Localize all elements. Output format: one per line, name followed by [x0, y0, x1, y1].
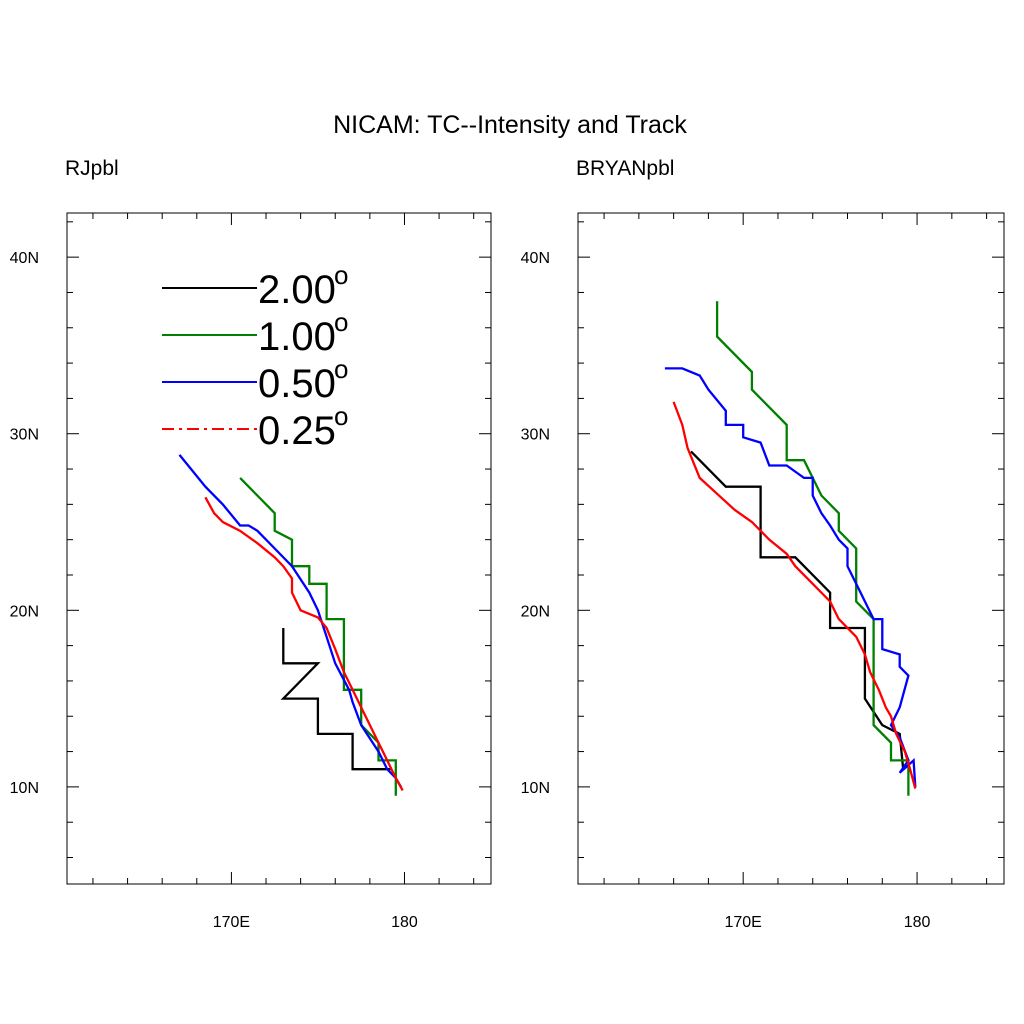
series-line-0-25: [204, 496, 404, 791]
y-tick-label: 30N: [10, 427, 39, 444]
panels: RJpbl 170E 180 10N 20N 30N 40N BRYANpbl 170E 180 1…: [10, 157, 1005, 931]
series-line-1-00: [239, 477, 397, 796]
legend-degree-superscript: o: [334, 307, 348, 337]
series-line-0-50: [178, 454, 402, 788]
x-tick-label: 170E: [213, 914, 250, 931]
legend-degree-superscript: o: [334, 401, 348, 431]
y-tick-label: 40N: [10, 250, 39, 267]
series-line-0-50: [664, 367, 917, 787]
y-tick-label: 20N: [10, 603, 39, 620]
legend-item: 1.00o: [162, 307, 348, 359]
legend-degree-superscript: o: [334, 260, 348, 290]
y-tick-label: 10N: [10, 780, 39, 797]
legend-item: 0.25o: [162, 401, 348, 453]
y-tick-label: 40N: [521, 250, 550, 267]
legend-item: 0.50o: [162, 354, 348, 406]
legend-label: 0.25: [258, 409, 336, 453]
plot-frame: [577, 212, 1005, 885]
legend-label: 1.00: [258, 315, 336, 359]
figure-title: NICAM: TC--Intensity and Track: [333, 111, 687, 139]
y-tick-label: 30N: [521, 427, 550, 444]
panel-title: BRYANpbl: [576, 157, 674, 180]
legend-item: 2.00o: [162, 260, 348, 312]
legend-label: 0.50: [258, 362, 336, 406]
series-line-2-00: [690, 450, 905, 770]
x-tick-label: 170E: [724, 914, 761, 931]
panel-1: RJpbl 170E 180 10N 20N 30N 40N: [10, 157, 492, 931]
x-tick-label: 180: [391, 914, 418, 931]
y-tick-label: 20N: [521, 603, 550, 620]
series-line-1-00: [715, 301, 910, 796]
panel-title: RJpbl: [65, 157, 119, 180]
plot-frame: [66, 212, 492, 885]
series-line-2-00: [280, 628, 391, 771]
panel-2: BRYANpbl 170E 180 10N 20N 30N 40N: [521, 157, 1005, 931]
legend-label: 2.00: [258, 268, 336, 312]
x-tick-label: 180: [904, 914, 931, 931]
legend-degree-superscript: o: [334, 354, 348, 384]
series-line-0-25: [672, 401, 917, 789]
y-tick-label: 10N: [521, 780, 550, 797]
